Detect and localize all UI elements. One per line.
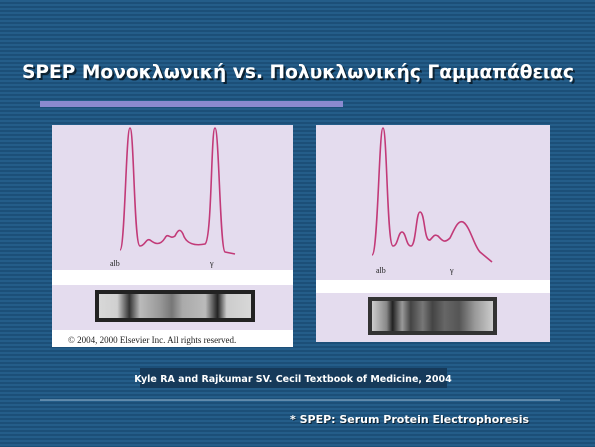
citation-box — [140, 368, 447, 388]
title-shadow: SPEP Μονοκλωνική vs. Πολυκλωνικής Γαμμαπ… — [24, 63, 576, 85]
trace — [119, 127, 236, 255]
copyright: © 2004, 2000 Elsevier Inc. All rights re… — [68, 335, 236, 345]
panel-right: alb γ — [316, 125, 550, 342]
footnote: * SPEP: Serum Protein Electrophoresis — [290, 413, 529, 426]
peak-label: alb — [376, 266, 386, 275]
peak-label: alb — [110, 259, 120, 268]
gel — [99, 294, 251, 318]
panel-left: alb γ © 2004, 2000 Elsevier Inc. All rig… — [52, 125, 293, 347]
citation: Kyle RA and Rajkumar SV. Cecil Textbook … — [134, 374, 452, 385]
footnote-shadow: * SPEP: Serum Protein Electrophoresis — [291, 414, 530, 427]
title-underline — [40, 101, 343, 107]
trace — [371, 127, 493, 263]
title: SPEP Μονοκλωνική vs. Πολυκλωνικής Γαμμαπ… — [22, 61, 574, 83]
peak-label: γ — [449, 266, 454, 275]
gel — [372, 301, 493, 331]
peak-label: γ — [209, 259, 214, 268]
